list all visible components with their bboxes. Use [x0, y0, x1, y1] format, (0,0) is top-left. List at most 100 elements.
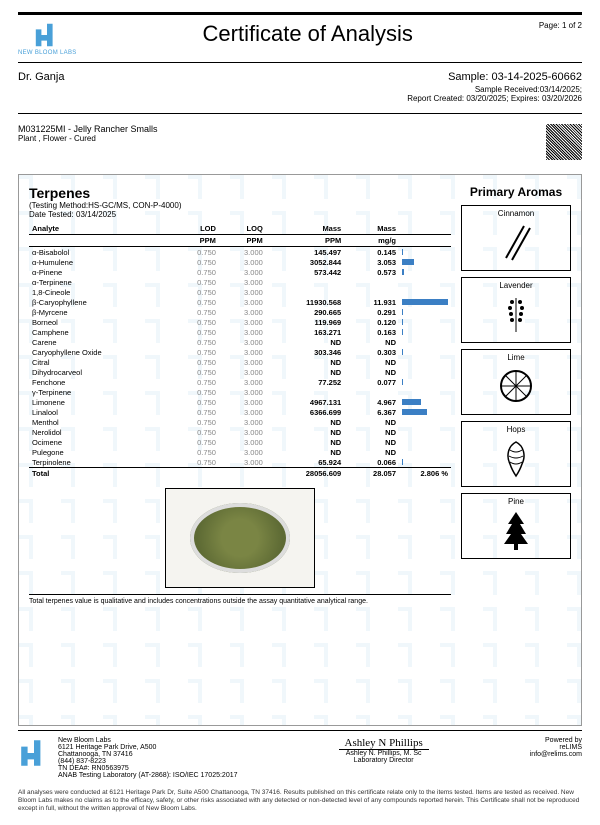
powered-by-name: reLIMS: [530, 744, 582, 751]
cell-mgg: [344, 277, 399, 287]
table-row: Citral0.7503.000NDND: [29, 357, 451, 367]
cell-mgg: 0.303: [344, 347, 399, 357]
footer-left: New Bloom Labs 6121 Heritage Park Drive,…: [18, 737, 238, 779]
cell-ppm: ND: [266, 337, 344, 347]
powered-by-email: info@relims.com: [530, 751, 582, 758]
cell-lod: 0.750: [172, 277, 219, 287]
table-row: Dihydrocarveol0.7503.000NDND: [29, 367, 451, 377]
cell-loq: 3.000: [219, 347, 266, 357]
product-name: M031225MI - Jelly Rancher Smalls: [18, 124, 158, 134]
cell-loq: 3.000: [219, 447, 266, 457]
cell-ppm: [266, 287, 344, 297]
aromas-title: Primary Aromas: [461, 185, 571, 199]
product-info: M031225MI - Jelly Rancher Smalls Plant ,…: [18, 124, 158, 143]
cell-analyte: Borneol: [29, 317, 172, 327]
cell-analyte: Dihydrocarveol: [29, 367, 172, 377]
aromas-column: Primary Aromas CinnamonLavenderLimeHopsP…: [461, 185, 571, 605]
cell-mgg: ND: [344, 357, 399, 367]
cell-mgg: ND: [344, 337, 399, 347]
aroma-label: Hops: [507, 425, 526, 434]
lab-logo-block: NEW BLOOM LABS: [18, 21, 77, 56]
cell-lod: 0.750: [172, 327, 219, 337]
signature-printed: Ashley N. Phillips, M. Sc: [339, 750, 429, 757]
cell-ppm: [266, 277, 344, 287]
cell-loq: 3.000: [219, 387, 266, 397]
cell-lod: 0.750: [172, 397, 219, 407]
cell-ppm: 119.969: [266, 317, 344, 327]
sample-report-dates: Report Created: 03/20/2025; Expires: 03/…: [407, 94, 582, 103]
cell-ppm: 3052.844: [266, 257, 344, 267]
table-header-row: Analyte LOD LOQ Mass Mass: [29, 223, 451, 235]
table-row: γ-Terpinene0.7503.000: [29, 387, 451, 397]
cell-analyte: α-Pinene: [29, 267, 172, 277]
cell-ppm: 6366.699: [266, 407, 344, 417]
sample-received: Sample Received:03/14/2025;: [407, 85, 582, 94]
cell-bar: [399, 387, 451, 397]
cell-lod: 0.750: [172, 457, 219, 468]
col-bar: [399, 223, 451, 235]
cell-analyte: Ocimene: [29, 437, 172, 447]
terpenes-footnote: Total terpenes value is qualitative and …: [29, 594, 451, 605]
cell-ppm: ND: [266, 417, 344, 427]
cell-mgg: 6.367: [344, 407, 399, 417]
cell-mgg: 0.120: [344, 317, 399, 327]
cell-loq: 3.000: [219, 317, 266, 327]
cell-analyte: 1,8-Cineole: [29, 287, 172, 297]
table-row: β-Caryophyllene0.7503.00011930.56811.931: [29, 297, 451, 307]
lime-icon: [496, 364, 536, 410]
cell-bar: [399, 247, 451, 258]
table-row-total: Total28056.60928.0572.806 %: [29, 468, 451, 479]
table-row: Pulegone0.7503.000NDND: [29, 447, 451, 457]
cell-loq: 3.000: [219, 307, 266, 317]
footer-address: New Bloom Labs 6121 Heritage Park Drive,…: [58, 737, 238, 779]
section-title: Terpenes: [29, 185, 451, 201]
cell-lod: 0.750: [172, 427, 219, 437]
cell-lod: 0.750: [172, 357, 219, 367]
footer: New Bloom Labs 6121 Heritage Park Drive,…: [18, 730, 582, 779]
cell-lod: 0.750: [172, 447, 219, 457]
cell-lod: 0.750: [172, 287, 219, 297]
cell-total-mgg: 28.057: [344, 468, 399, 479]
page: NEW BLOOM LABS Certificate of Analysis P…: [0, 0, 600, 825]
aroma-card: Cinnamon: [461, 205, 571, 271]
col-loq: LOQ: [219, 223, 266, 235]
table-row: β-Myrcene0.7503.000290.6650.291: [29, 307, 451, 317]
cell-mgg: ND: [344, 437, 399, 447]
cell-mgg: 0.163: [344, 327, 399, 337]
signature: Ashley N Phillips: [339, 737, 429, 750]
cell-lod: 0.750: [172, 407, 219, 417]
watermark-lower: [29, 605, 571, 715]
cell-analyte: Citral: [29, 357, 172, 367]
cell-analyte: Caryophyllene Oxide: [29, 347, 172, 357]
col-mass-mgg: Mass: [344, 223, 399, 235]
cell-bar: [399, 257, 451, 267]
signature-block: Ashley N Phillips Ashley N. Phillips, M.…: [339, 737, 429, 764]
cell-lod: 0.750: [172, 317, 219, 327]
footer-line: TN DEA#: RN0563975: [58, 765, 238, 772]
cell-loq: 3.000: [219, 407, 266, 417]
cell-analyte: Nerolidol: [29, 427, 172, 437]
divider: [18, 62, 582, 63]
cell-analyte: Linalool: [29, 407, 172, 417]
col-mass-ppm: Mass: [266, 223, 344, 235]
cell-bar: [399, 427, 451, 437]
table-row: Terpinolene0.7503.00065.9240.066: [29, 457, 451, 468]
table-row: α-Pinene0.7503.000573.4420.573: [29, 267, 451, 277]
testing-method: (Testing Method:HS-GC/MS, CON-P-4000): [29, 201, 451, 210]
cell-loq: 3.000: [219, 277, 266, 287]
cell-ppm: 290.665: [266, 307, 344, 317]
cell-mgg: [344, 387, 399, 397]
sample-id: Sample: 03-14-2025-60662: [407, 71, 582, 83]
cell-loq: 3.000: [219, 367, 266, 377]
cell-mgg: ND: [344, 367, 399, 377]
cell-loq: 3.000: [219, 357, 266, 367]
cell-mgg: 0.066: [344, 457, 399, 468]
footer-line: (844) 837-8223: [58, 758, 238, 765]
powered-by-label: Powered by: [530, 737, 582, 744]
cell-ppm: ND: [266, 447, 344, 457]
cell-loq: 3.000: [219, 427, 266, 437]
cell-lod: 0.750: [172, 307, 219, 317]
cell-analyte: Carene: [29, 337, 172, 347]
cinnamon-icon: [496, 220, 536, 266]
table-row: Caryophyllene Oxide0.7503.000303.3460.30…: [29, 347, 451, 357]
